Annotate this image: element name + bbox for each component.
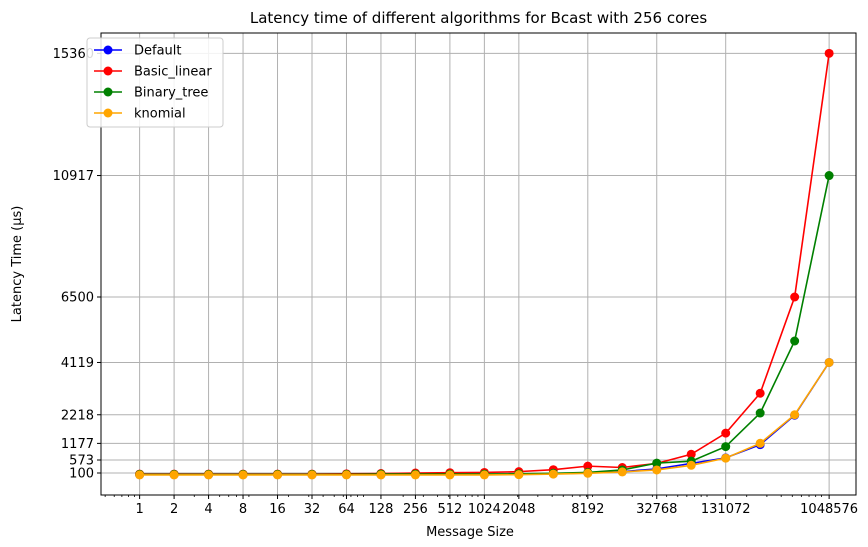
plot-background [101,33,856,495]
x-tick-label: 8 [239,502,247,517]
data-point-knomial [273,470,283,480]
data-point-knomial [583,468,593,478]
data-point-basic-linear [824,48,834,58]
y-tick-label: 100 [69,467,94,482]
y-tick-label: 1177 [61,437,94,452]
x-tick-label: 2 [170,502,178,517]
plot-frame [100,32,857,496]
x-tick-label: 1 [135,502,143,517]
legend-label-knomial: knomial [134,107,186,122]
legend-label-binary-tree: Binary_tree [134,86,208,101]
data-point-binary-tree [755,408,765,418]
x-tick-label: 4 [204,502,212,517]
data-point-knomial [238,470,248,480]
data-point-binary-tree [721,442,731,452]
data-point-knomial [376,470,386,480]
data-point-knomial [169,470,179,480]
x-tick-label: 32768 [636,502,677,517]
data-point-knomial [410,470,420,480]
y-axis-label: Latency Time (µs) [10,206,25,323]
x-tick-label: 8192 [571,502,604,517]
data-point-knomial [824,357,834,367]
legend-label-basic-linear: Basic_linear [134,65,212,80]
data-point-knomial [652,465,662,475]
x-tick-label: 1048576 [800,502,858,517]
x-tick-label: 512 [437,502,462,517]
data-point-basic-linear [755,388,765,398]
x-tick-label: 128 [369,502,394,517]
data-point-basic-linear [583,461,593,471]
data-point-binary-tree [652,458,662,468]
data-point-knomial [755,438,765,448]
data-point-knomial [686,460,696,470]
data-point-basic-linear [721,428,731,438]
legend-marker-default [103,45,113,55]
legend-marker-basic-linear [103,66,113,76]
data-point-knomial [135,470,145,480]
x-tick-label: 16 [269,502,286,517]
y-tick-label: 6500 [61,291,94,306]
x-axis-label: Message Size [426,525,514,540]
x-tick-label: 1024 [468,502,501,517]
data-point-knomial [721,453,731,463]
legend-box [86,37,224,128]
data-point-knomial [204,470,214,480]
x-tick-label: 32 [304,502,321,517]
legend-marker-binary-tree [103,87,113,97]
x-tick-label: 64 [338,502,355,517]
chart-title: Latency time of different algorithms for… [250,9,707,27]
legend-marker-knomial [103,108,113,118]
data-point-basic-linear [686,449,696,459]
legend-item-default: Default [94,44,182,59]
y-tick-label: 4119 [61,356,94,371]
y-tick-label: 2218 [61,408,94,423]
data-point-binary-tree [824,171,834,181]
legend-label-default: Default [134,44,182,59]
data-point-knomial [479,470,489,480]
legend-item-binary-tree: Binary_tree [94,86,208,101]
y-tick-label: 10917 [53,169,94,184]
data-point-knomial [617,467,627,477]
data-point-basic-linear [790,292,800,302]
data-point-knomial [341,470,351,480]
x-tick-label: 2048 [502,502,535,517]
data-point-knomial [514,470,524,480]
series-layer [135,48,834,480]
data-point-binary-tree [790,336,800,346]
y-tick-label: 15360 [53,47,94,62]
data-point-knomial [790,410,800,420]
data-point-knomial [445,470,455,480]
series-knomial [135,357,834,480]
x-tick-label: 131072 [701,502,751,517]
x-tick-label: 256 [403,502,428,517]
axis-ticks: 1 2 4 8 16 32 64 128 256 512 1024 2048 8192 32768 1310… [53,47,858,517]
y-tick-label: 573 [69,453,94,468]
data-point-knomial [307,470,317,480]
data-point-knomial [548,469,558,479]
legend-item-knomial: knomial [94,107,186,122]
legend-item-basic-linear: Basic_linear [94,65,212,80]
